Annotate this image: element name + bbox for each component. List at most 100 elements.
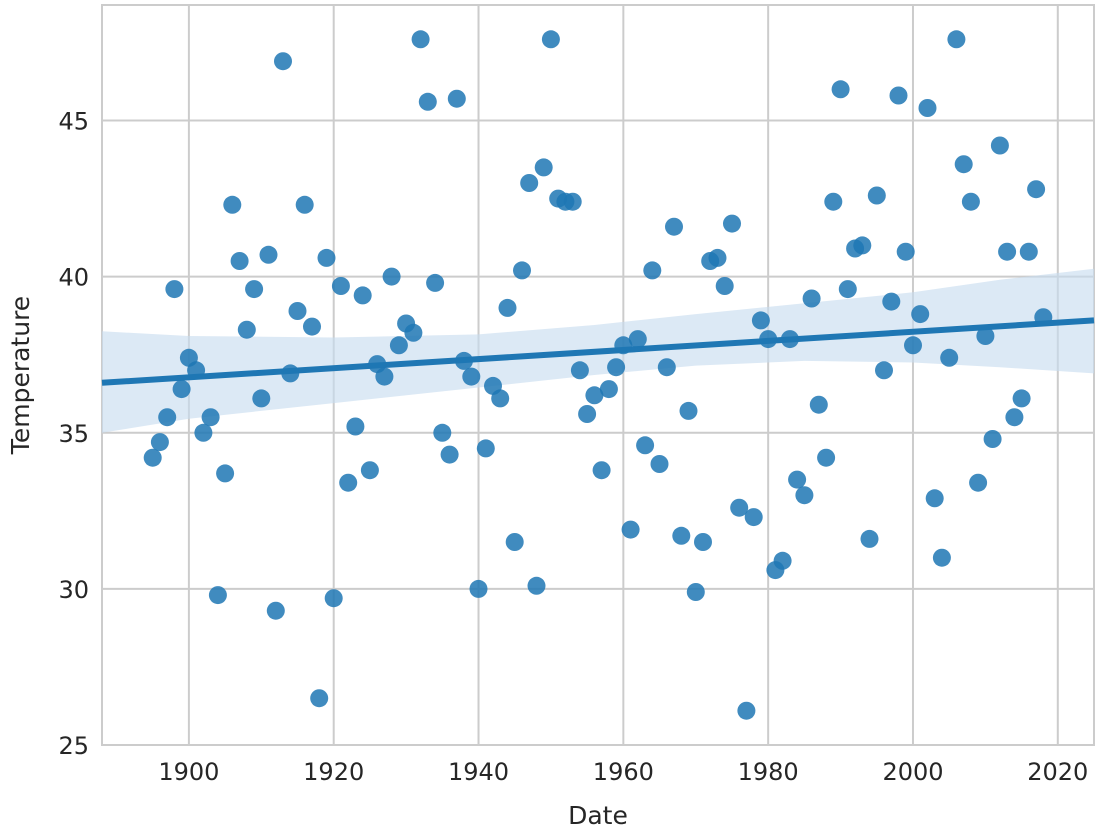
data-point — [520, 174, 539, 192]
data-point — [759, 330, 778, 349]
data-point — [607, 358, 626, 377]
data-point — [585, 386, 604, 405]
data-point — [730, 498, 749, 517]
data-point — [636, 436, 655, 455]
data-point — [1012, 389, 1031, 408]
data-point — [802, 289, 821, 308]
data-points — [143, 30, 1053, 720]
x-tick-label: 1940 — [448, 758, 509, 786]
data-point — [418, 92, 437, 111]
data-point — [339, 473, 358, 492]
data-point — [679, 401, 698, 420]
data-point — [621, 520, 640, 539]
data-point — [375, 367, 394, 386]
data-point — [628, 330, 647, 349]
data-point — [223, 195, 242, 214]
data-point — [788, 470, 807, 489]
y-tick-label: 25 — [58, 732, 89, 760]
data-point — [643, 261, 662, 280]
data-point — [976, 327, 995, 345]
data-point — [447, 89, 466, 108]
data-point — [563, 192, 582, 211]
regression-line-layer — [101, 317, 1095, 386]
x-tick-label: 1960 — [593, 758, 654, 786]
data-point — [230, 252, 249, 270]
data-point — [715, 277, 734, 295]
data-point — [708, 248, 727, 267]
data-point — [998, 242, 1017, 261]
data-point — [259, 245, 278, 264]
x-axis-label: Date — [568, 801, 628, 830]
data-point — [411, 30, 430, 49]
data-point — [889, 86, 908, 105]
data-point — [983, 430, 1002, 448]
data-point — [505, 533, 524, 551]
data-point — [1034, 308, 1053, 327]
data-point — [744, 508, 763, 527]
data-point — [947, 30, 966, 49]
data-point — [310, 689, 329, 708]
x-tick-label: 1900 — [158, 758, 219, 786]
data-point — [592, 461, 611, 480]
data-point — [650, 455, 669, 473]
data-point — [867, 186, 886, 205]
y-tick-label: 35 — [58, 420, 89, 448]
data-point — [150, 433, 169, 452]
data-point — [780, 330, 799, 349]
data-point — [440, 445, 459, 464]
data-point — [657, 358, 676, 377]
data-point — [317, 248, 336, 267]
data-point — [498, 298, 517, 317]
data-point — [882, 292, 901, 311]
x-tick-label: 1920 — [303, 758, 364, 786]
data-point — [158, 408, 177, 427]
data-point — [570, 361, 589, 380]
data-point — [860, 529, 879, 548]
data-point — [918, 99, 937, 117]
data-point — [969, 473, 988, 492]
data-point — [773, 551, 792, 570]
data-point — [360, 461, 379, 480]
data-point — [578, 405, 597, 423]
data-point — [751, 311, 770, 330]
data-point — [303, 317, 321, 336]
data-point — [672, 526, 691, 545]
data-point — [1019, 242, 1038, 261]
data-point — [853, 236, 872, 255]
data-point — [288, 302, 307, 320]
regression-line — [101, 317, 1095, 386]
data-point — [165, 280, 184, 299]
data-point — [817, 448, 836, 467]
data-point — [809, 395, 828, 414]
data-point — [208, 586, 227, 605]
data-point — [896, 242, 915, 261]
data-point — [404, 323, 423, 342]
data-point — [534, 158, 553, 177]
data-point — [216, 464, 235, 483]
data-point — [795, 486, 814, 505]
data-point — [1005, 408, 1024, 427]
data-point — [954, 155, 973, 174]
data-point — [237, 320, 256, 339]
data-point — [875, 361, 893, 380]
data-point — [838, 280, 857, 299]
data-point — [694, 533, 712, 551]
data-point — [187, 361, 206, 380]
data-point — [961, 192, 980, 211]
data-point — [469, 579, 488, 598]
y-axis-label: Temperature — [6, 296, 35, 455]
data-point — [201, 408, 220, 427]
data-point — [389, 336, 408, 355]
data-point — [527, 576, 546, 595]
data-point — [455, 351, 473, 370]
data-point — [382, 267, 401, 286]
data-point — [932, 548, 951, 567]
data-point — [295, 195, 314, 214]
data-point — [940, 348, 959, 367]
data-point — [266, 601, 285, 620]
data-point — [426, 273, 445, 292]
data-point — [925, 489, 944, 508]
data-point — [194, 423, 213, 442]
